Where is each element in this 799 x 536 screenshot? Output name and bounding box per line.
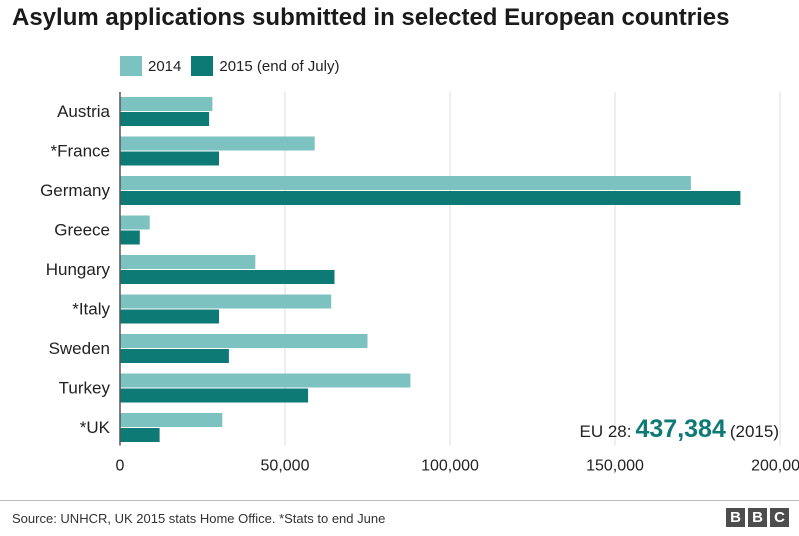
- eu-total-value: 437,384: [635, 415, 726, 443]
- bar-2014: [120, 255, 256, 269]
- bar-2015: [120, 428, 160, 442]
- legend-label-2014: 2014: [148, 57, 182, 75]
- source-note: Source: UNHCR, UK 2015 stats Home Office…: [12, 511, 386, 526]
- legend-swatch-2015: [191, 56, 214, 76]
- category-label: Hungary: [46, 260, 111, 279]
- category-label: *UK: [80, 418, 111, 437]
- x-tick-label: 150,000: [586, 458, 644, 475]
- category-label: Greece: [54, 221, 110, 240]
- bar-2014: [120, 294, 332, 309]
- bar-2015: [120, 151, 219, 166]
- bar-2014: [120, 136, 315, 151]
- legend: 2014 2015 (end of July): [120, 54, 349, 78]
- category-label: Germany: [40, 181, 110, 200]
- bar-2014: [120, 97, 213, 111]
- bar-2015: [120, 349, 229, 363]
- bar-2014: [120, 373, 411, 388]
- bar-2014: [120, 176, 691, 190]
- bbc-logo-letter: B: [726, 508, 745, 527]
- legend-swatch-2014: [120, 56, 142, 76]
- bar-2014: [120, 413, 223, 427]
- chart-title: Asylum applications submitted in selecte…: [12, 4, 730, 31]
- bbc-logo-letter: B: [748, 508, 767, 527]
- bar-2015: [120, 230, 140, 245]
- bar-2015: [120, 191, 741, 205]
- category-label: Sweden: [49, 339, 110, 358]
- bar-2015: [120, 270, 335, 284]
- eu-total-prefix: EU 28:: [579, 422, 632, 441]
- x-tick-label: 50,000: [261, 458, 310, 475]
- category-label: *France: [50, 142, 110, 161]
- category-label: Turkey: [59, 379, 111, 398]
- category-label: Austria: [57, 102, 110, 121]
- legend-item-2014: 2014: [120, 56, 181, 76]
- legend-item-2015: 2015 (end of July): [191, 56, 339, 76]
- bar-2014: [120, 334, 368, 348]
- eu-total-annotation: EU 28: 437,384 (2015): [580, 415, 780, 444]
- bbc-logo-letter: C: [770, 508, 789, 527]
- x-tick-label: 200,000: [751, 458, 799, 475]
- bbc-logo: B B C: [723, 508, 789, 527]
- bar-2014: [120, 215, 150, 230]
- bar-2015: [120, 309, 219, 324]
- bar-2015: [120, 112, 210, 126]
- bar-2015: [120, 388, 309, 403]
- footer-divider: [0, 500, 799, 501]
- x-tick-label: 100,000: [421, 458, 479, 475]
- category-label: *Italy: [72, 300, 110, 319]
- legend-label-2015: 2015 (end of July): [219, 57, 340, 75]
- eu-total-suffix: (2015): [729, 422, 779, 441]
- x-tick-label: 0: [116, 458, 125, 475]
